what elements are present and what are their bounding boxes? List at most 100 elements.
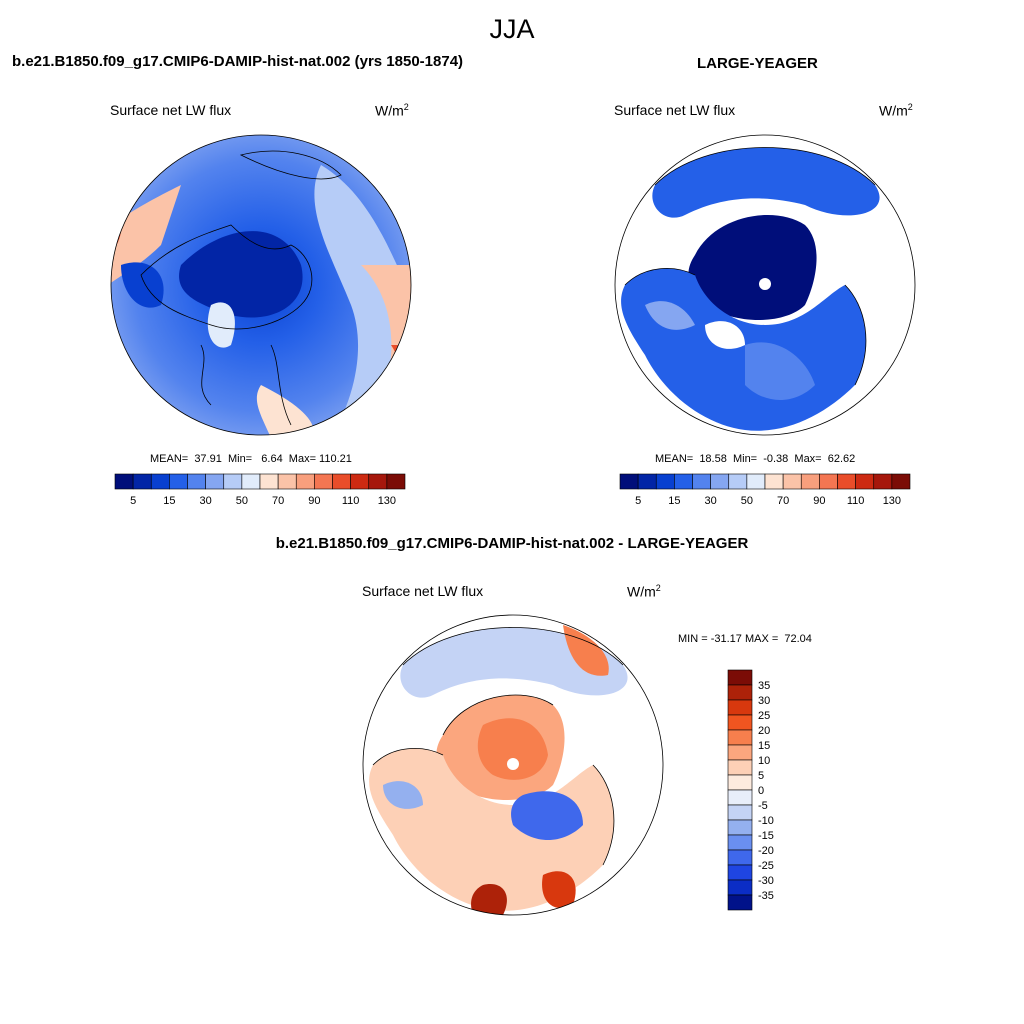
panel-3-stats: MIN = -31.17 MAX = 72.04	[678, 633, 812, 645]
panel-3-colorbar-tick-label: -30	[758, 875, 774, 887]
panel-1-stats: MEAN= 37.91 Min= 6.64 Max= 110.21	[150, 453, 352, 465]
panel-3-field-region	[477, 718, 548, 780]
panel-2-colorbar-box	[891, 473, 911, 490]
panel-1-field-region	[207, 302, 235, 348]
panel-1-coastline	[140, 224, 313, 330]
panel-2-colorbar-box	[800, 473, 820, 490]
panel-2-colorbar-box	[674, 473, 693, 490]
panel-1-colorbar-box	[187, 473, 206, 490]
panel-3-colorbar-box	[727, 834, 753, 851]
panel-1-colorbar-tick-label: 110	[342, 495, 360, 507]
panel-2-colorbar-tick-label: 30	[705, 495, 717, 507]
panel-3-colorbar-box	[727, 759, 753, 776]
panel-3-colorbar-tick-label: -15	[758, 830, 774, 842]
panel-1-colorbar-tick-label: 30	[200, 495, 212, 507]
panel-1-field-region	[179, 231, 303, 318]
panel-2-colorbar-box	[764, 473, 784, 490]
panel-3-colorbar-box	[727, 729, 753, 746]
panel-1-variable-label: Surface net LW flux	[110, 102, 232, 118]
panel-2-colorbar-tick-label: 5	[635, 495, 641, 507]
panel-1-colorbar-box	[114, 473, 134, 490]
panel-3-field-region	[563, 625, 609, 676]
panel-1-colorbar-tick-label: 15	[163, 495, 175, 507]
panel-3-colorbar-box	[727, 684, 753, 701]
panel-1-colorbar-tick-label: 130	[378, 495, 396, 507]
panel-3-units: W/m2	[627, 583, 661, 600]
panel-3-colorbar-tick-label: -5	[758, 800, 768, 812]
panel-3-colorbar-box	[727, 714, 753, 731]
panel-2-colorbar-box	[837, 473, 856, 490]
panel-1-colorbar-box	[150, 473, 170, 490]
panel-2-field-region	[652, 147, 880, 218]
panel-2-colorbar-box	[655, 473, 675, 490]
panel-1-colorbar-tick-label: 5	[130, 495, 136, 507]
panel-2-colorbar-box	[619, 473, 639, 490]
panel-3-colorbar-tick-label: 35	[758, 680, 770, 692]
panel-3-field-region	[471, 884, 507, 915]
panel-1-coastline	[200, 344, 292, 426]
panel-2-colorbar-tick-label: 110	[847, 495, 865, 507]
panel-3-colorbar-box	[727, 699, 753, 716]
panel-3-title: b.e21.B1850.f09_g17.CMIP6-DAMIP-hist-nat…	[275, 535, 749, 552]
panel-2-field-region	[688, 215, 817, 320]
panel-3-field-region	[383, 781, 423, 809]
panel-1-polar-map	[110, 134, 412, 436]
panel-3-colorbar-tick-label: 0	[758, 785, 764, 797]
panel-3-polar-map	[362, 614, 664, 916]
panel-3-colorbar-box	[727, 849, 753, 866]
panel-1-colorbar-box	[259, 473, 279, 490]
panel-2-land-mask	[705, 321, 745, 349]
panel-1-units: W/m2	[375, 102, 409, 119]
panel-2-colorbar-tick-label: 70	[777, 495, 789, 507]
panel-2-units: W/m2	[879, 102, 913, 119]
panel-1-colorbar-tick-label: 70	[272, 495, 284, 507]
panel-3-field-region	[511, 791, 583, 840]
panel-2-colorbar-box	[873, 473, 893, 490]
panel-3-colorbar-tick-label: 5	[758, 770, 764, 782]
panel-3-colorbar-tick-label: 25	[758, 710, 770, 722]
panel-1-colorbar-box	[332, 473, 351, 490]
panel-3-colorbar-tick-label: -25	[758, 860, 774, 872]
panel-2-colorbar-tick-label: 50	[741, 495, 753, 507]
panel-3-colorbar-box	[727, 864, 753, 881]
panel-1-colorbar-box	[295, 473, 315, 490]
panel-3-colorbar: 35 30 25 20 15 10 5 0 -5 -10 -15 -20 -25 -30 -35	[727, 669, 774, 911]
panel-3-field-region	[542, 871, 576, 909]
figure-title: JJA	[489, 14, 535, 44]
panel-1-colorbar-box	[132, 473, 152, 490]
panel-2-colorbar-box	[728, 473, 748, 490]
panel-3-map-border	[362, 614, 664, 916]
panel-2-colorbar-box	[782, 473, 802, 490]
panel-3-field-region	[369, 748, 614, 911]
panel-1-colorbar-box	[350, 473, 370, 490]
panel-2-colorbar-box	[855, 473, 875, 490]
panel-1-colorbar-box	[314, 473, 333, 490]
panel-1-colorbar-box	[205, 473, 225, 490]
panel-2-colorbar-box	[637, 473, 657, 490]
panel-3-coastline	[372, 627, 624, 866]
panel-3-colorbar-box	[727, 894, 753, 911]
panel-2-colorbar-tick-label: 90	[813, 495, 825, 507]
panel-3-colorbar-tick-label: 10	[758, 755, 770, 767]
panel-1-colorbar: 5 15 30 50 70 90 110 130	[114, 473, 406, 507]
panel-3-colorbar-tick-label: 15	[758, 740, 770, 752]
panel-3-colorbar-box	[727, 669, 753, 686]
panel-2-colorbar-box	[692, 473, 711, 490]
panel-2-pole-hole	[759, 278, 771, 290]
panel-3-colorbar-box	[727, 879, 753, 896]
panel-3-colorbar-tick-label: -35	[758, 890, 774, 902]
panel-3-variable-label: Surface net LW flux	[362, 583, 484, 599]
panel-3-colorbar-tick-label: 30	[758, 695, 770, 707]
panel-3-colorbar-box	[727, 804, 753, 821]
panel-1-colorbar-tick-label: 50	[236, 495, 248, 507]
panel-1-colorbar-box	[223, 473, 243, 490]
panel-1-colorbar-box	[277, 473, 297, 490]
panel-1-colorbar-box	[169, 473, 188, 490]
panel-1-title: b.e21.B1850.f09_g17.CMIP6-DAMIP-hist-nat…	[12, 53, 464, 70]
panel-1-coastline	[239, 150, 342, 180]
panel-3-colorbar-box	[727, 744, 753, 761]
panel-2-stats: MEAN= 18.58 Min= -0.38 Max= 62.62	[655, 453, 856, 465]
panel-2-coastline	[624, 147, 876, 386]
panel-2-colorbar-box	[746, 473, 766, 490]
panel-1-field-region	[111, 185, 181, 285]
